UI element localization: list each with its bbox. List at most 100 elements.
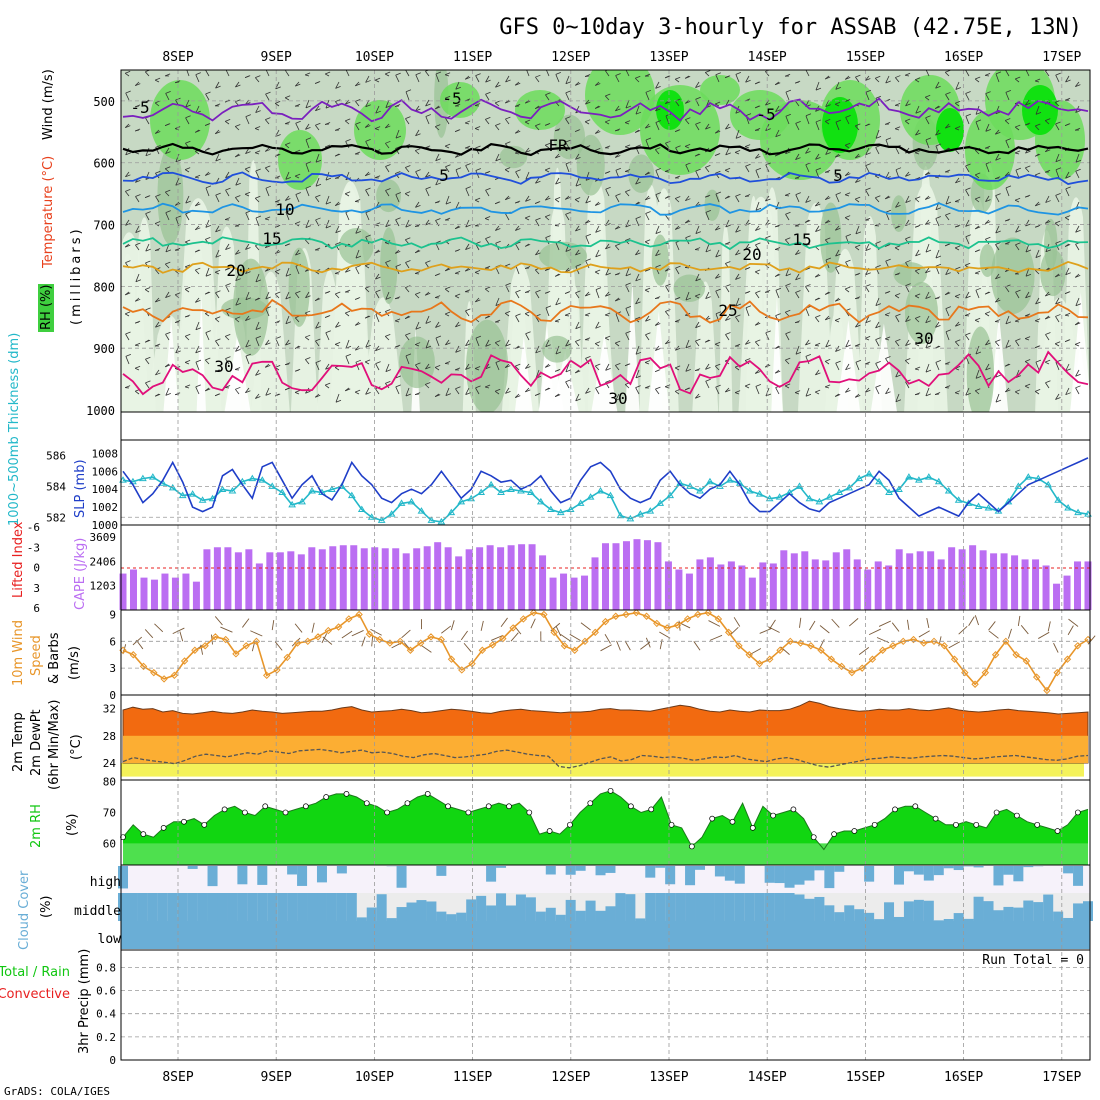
upper-wind-barb-flag [765, 330, 771, 334]
cloud-middle-bar [844, 905, 855, 921]
upper-wind-barb-flag [534, 201, 541, 204]
cloud-middle-bar [336, 893, 347, 921]
upper-wind-barb-flag [855, 324, 861, 328]
cloud-middle-bar [366, 907, 377, 921]
upper-wind-barb-flag [644, 287, 651, 291]
upper-wind-barb-flag [205, 148, 211, 151]
wind-speed-line-marker [878, 646, 887, 654]
upper-wind-barb [1025, 219, 1030, 227]
rh-very-dry-region [625, 281, 640, 412]
upper-wind-barb-flag [545, 365, 551, 368]
upper-wind-barb [344, 120, 350, 125]
upper-wind-barb-flag [365, 187, 371, 191]
upper-wind-barb-flag [464, 145, 471, 149]
upper-wind-barb [535, 219, 540, 227]
upper-wind-barb [455, 201, 460, 210]
cloud-high-bar [645, 866, 656, 878]
upper-wind-barb-flag [944, 243, 951, 247]
wind-speed-line-marker [488, 641, 497, 649]
upper-wind-barb-flag [315, 298, 321, 302]
surface-wind-barb [624, 640, 631, 651]
upper-wind-barb-flag [1025, 102, 1031, 106]
upper-wind-barb [725, 334, 730, 341]
cloud-cover-unit: (%) [39, 896, 54, 919]
upper-wind-barb [565, 363, 570, 372]
upper-wind-barb-flag [464, 120, 471, 124]
upper-wind-barb-flag [975, 76, 981, 80]
upper-wind-barb [624, 384, 630, 389]
cloud-middle-bar [1033, 902, 1044, 921]
upper-wind-barb-flag [1065, 244, 1071, 247]
upper-wind-barb-flag [864, 217, 871, 221]
upper-wind-barb-flag [505, 197, 511, 201]
upper-wind-barb [924, 96, 930, 101]
wind-speed-line-marker [776, 646, 784, 654]
upper-wind-barb [715, 290, 720, 299]
upper-wind-barb-flag [755, 290, 761, 294]
bottom-day-label: 13SEP [649, 1070, 688, 1085]
upper-wind-barb-flag [806, 67, 811, 69]
thickness-line-marker [795, 482, 804, 489]
surface-wind-barb [144, 629, 154, 639]
upper-wind-barb-flag [695, 231, 701, 235]
upper-wind-barb [714, 103, 720, 107]
upper-wind-barb [225, 171, 230, 178]
upper-wind-barb-flag [1075, 373, 1081, 377]
upper-wind-barb-flag [245, 247, 251, 250]
upper-wind-barb [124, 313, 130, 317]
cloud-low-fill [121, 921, 1090, 949]
top-day-label: 16SEP [944, 50, 983, 65]
upper-wind-barb-flag [455, 167, 462, 171]
upper-wind-barb [714, 343, 720, 347]
surface-wind-barb [1053, 642, 1059, 653]
upper-wind-barb-flag [835, 227, 841, 231]
thickness-line-marker [536, 497, 545, 505]
thickness-line-marker [208, 494, 217, 502]
upper-wind-barb [1055, 195, 1060, 203]
upper-wind-barb [835, 194, 840, 203]
cape-bar [874, 561, 882, 610]
upper-wind-barb-flag [675, 227, 681, 230]
upper-wind-barb-flag [645, 89, 652, 93]
upper-wind-barb [645, 334, 650, 341]
upper-wind-barb-flag [995, 374, 1001, 378]
upper-wind-barb-flag [315, 325, 321, 329]
upper-wind-barb [125, 171, 130, 178]
upper-wind-barb [995, 273, 1000, 280]
upper-wind-barb [365, 387, 370, 395]
upper-wind-barb [645, 213, 650, 221]
upper-wind-barb [365, 189, 370, 197]
chart-title: GFS 0~10day 3-hourly for ASSAB (42.75E, … [499, 15, 1082, 40]
wind-speed-line-marker [991, 651, 1000, 659]
upper-wind-barb [235, 389, 240, 395]
cape-bar [497, 547, 505, 610]
upper-wind-barb-flag [135, 83, 141, 86]
upper-wind-barb [305, 163, 310, 173]
upper-wind-barb-flag [794, 80, 801, 84]
upper-wind-barb-flag [565, 81, 572, 85]
upper-wind-barb-flag [475, 335, 482, 339]
upper-wind-barb-flag [785, 113, 792, 117]
upper-wind-barb-flag [245, 390, 251, 394]
upper-wind-barb-flag [526, 66, 531, 68]
upper-wind-barb-flag [305, 161, 312, 165]
upper-wind-barb-flag [125, 125, 131, 128]
upper-wind-barb-flag [615, 298, 621, 302]
upper-wind-barb-flag [275, 336, 281, 339]
upper-wind-barb [415, 171, 420, 179]
upper-wind-barb [295, 266, 300, 275]
cloud-middle-bar [804, 898, 815, 921]
cape-bar [864, 569, 872, 610]
upper-wind-barb [524, 217, 530, 221]
thickness-line-marker [427, 516, 436, 523]
upper-wind-barb-flag [965, 113, 972, 117]
upper-wind-barb-flag [694, 368, 701, 371]
upper-wind-barb-flag [385, 309, 391, 312]
upper-wind-barb-flag [504, 263, 511, 267]
upper-wind-barb-flag [795, 277, 801, 281]
rh-very-dry-region [163, 317, 179, 412]
upper-wind-barb [305, 219, 310, 228]
rh-very-high-moisture [822, 97, 858, 153]
rh2m-point [445, 803, 451, 810]
upper-wind-barb [585, 171, 590, 181]
